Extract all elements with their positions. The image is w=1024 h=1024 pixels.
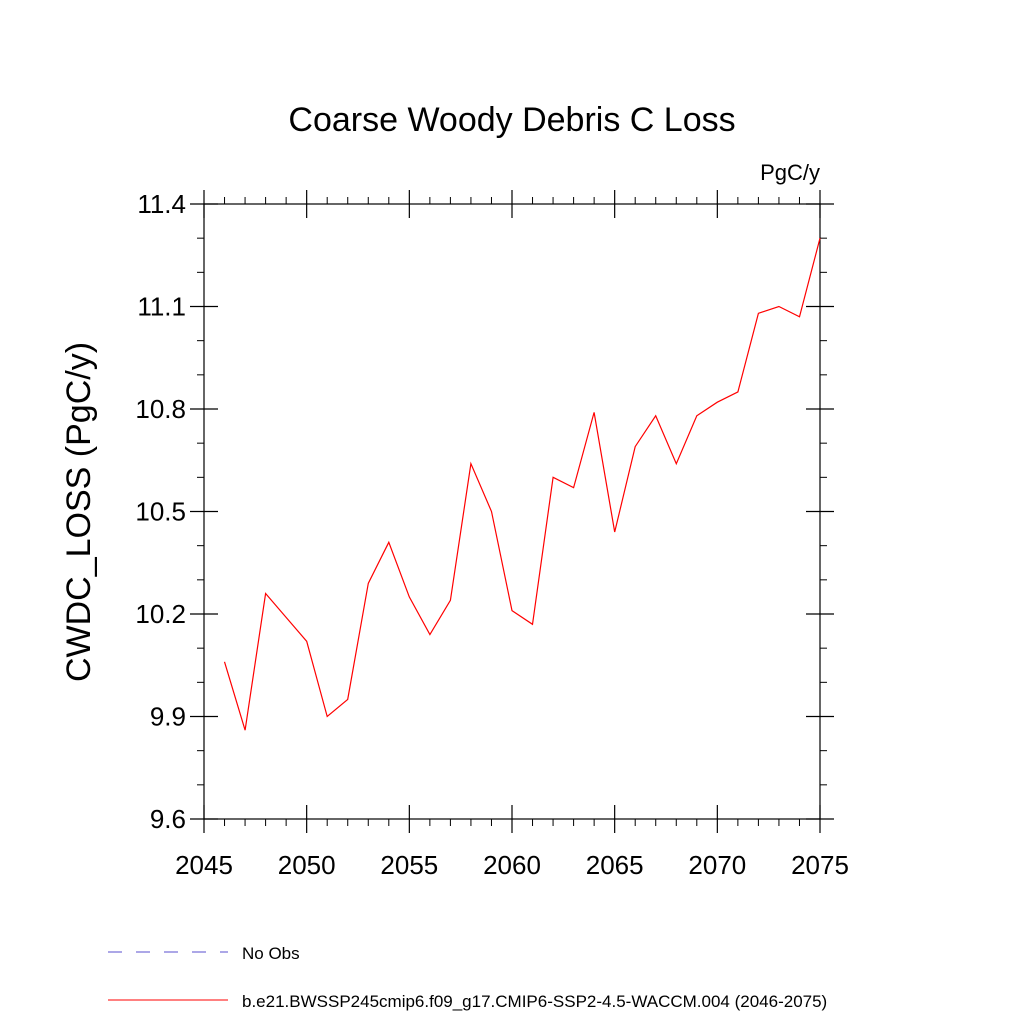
series-line <box>223 238 821 731</box>
y-tick-label: 10.8 <box>135 394 186 424</box>
legend-label: No Obs <box>242 944 300 963</box>
x-tick-label: 2050 <box>278 850 336 880</box>
units-label: PgC/y <box>760 160 820 185</box>
y-tick-label: 10.2 <box>135 599 186 629</box>
y-axis-label: CWDC_LOSS (PgC/y) <box>60 342 98 682</box>
y-tick-label: 10.5 <box>135 497 186 527</box>
y-tick-label: 11.1 <box>137 292 186 322</box>
x-tick-label: 2075 <box>791 850 849 880</box>
x-tick-label: 2045 <box>175 850 233 880</box>
legend-label: b.e21.BWSSP245cmip6.f09_g17.CMIP6-SSP2-4… <box>242 992 827 1011</box>
y-tick-label: 9.6 <box>150 804 186 834</box>
y-tick-label: 9.9 <box>150 702 186 732</box>
x-tick-label: 2060 <box>483 850 541 880</box>
plot-frame <box>203 203 821 820</box>
x-tick-label: 2070 <box>688 850 746 880</box>
y-tick-label: 11.4 <box>137 189 186 219</box>
x-tick-label: 2055 <box>380 850 438 880</box>
x-tick-label: 2065 <box>586 850 644 880</box>
chart-title: Coarse Woody Debris C Loss <box>288 101 735 139</box>
